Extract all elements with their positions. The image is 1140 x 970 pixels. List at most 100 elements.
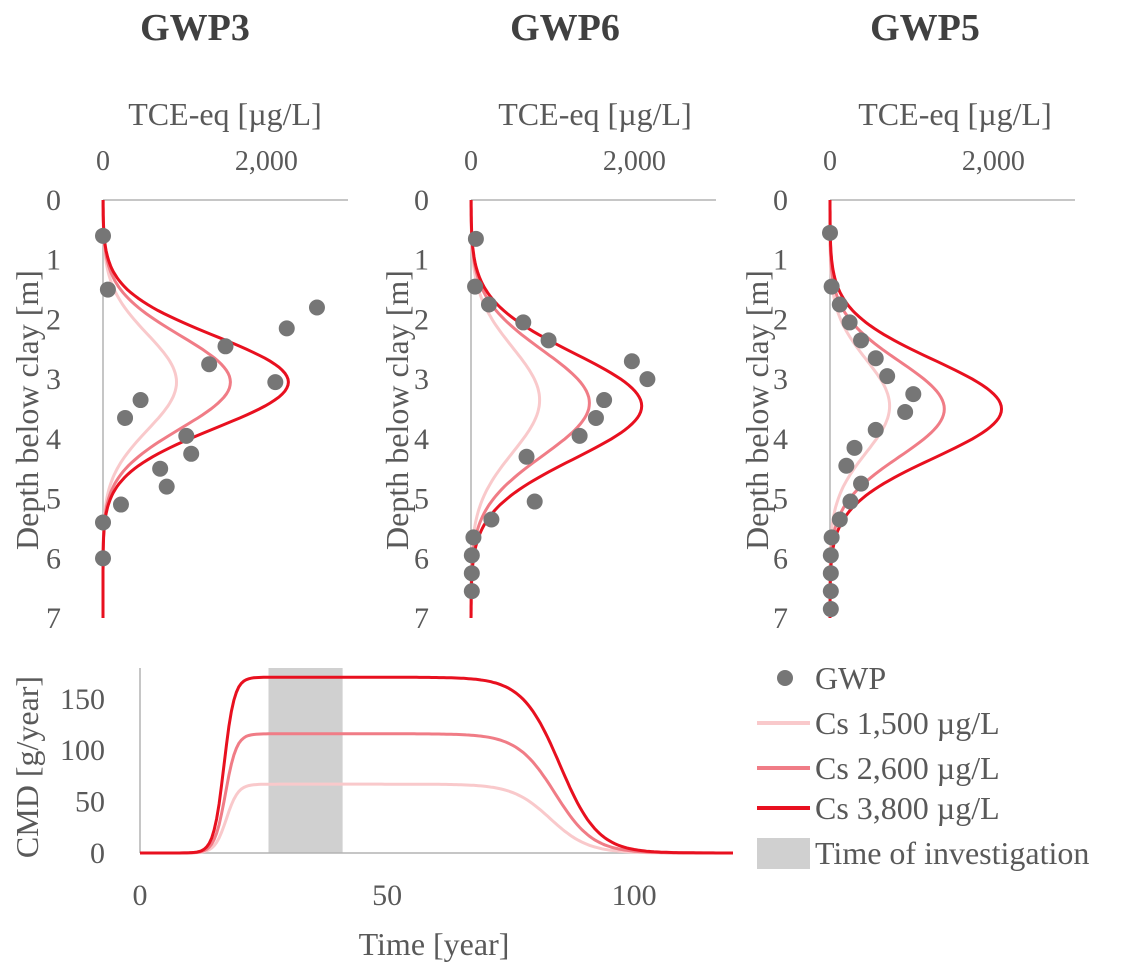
y-tick-label: 2 — [773, 303, 788, 336]
y-tick-label: 1 — [773, 244, 788, 277]
series-line-cs1500 — [101, 200, 179, 618]
data-point-gwp — [308, 299, 325, 316]
x-tick-label: 50 — [372, 879, 402, 912]
x-tick-label: 0 — [464, 146, 478, 177]
series-line-cs3800 — [828, 200, 1004, 618]
series-line-cs3800 — [140, 675, 733, 855]
data-point-gwp — [112, 496, 129, 513]
data-point-gwp — [518, 448, 535, 465]
data-point-gwp — [95, 514, 111, 531]
data-point-gwp — [132, 392, 149, 409]
data-point-gwp — [467, 230, 484, 247]
data-point-gwp — [853, 332, 870, 349]
y-tick-label: 100 — [60, 734, 105, 767]
y-tick-label: 0 — [90, 837, 105, 870]
data-point-gwp — [897, 403, 914, 420]
data-point-gwp — [623, 353, 640, 370]
data-point-gwp — [846, 439, 863, 456]
data-point-gwp — [842, 493, 859, 510]
data-point-gwp — [99, 281, 116, 298]
data-point-gwp — [596, 392, 613, 409]
x-tick-label: 0 — [133, 879, 148, 912]
data-point-gwp — [822, 601, 839, 618]
data-point-gwp — [831, 511, 848, 528]
data-point-gwp — [822, 547, 839, 564]
y-tick-label: 3 — [414, 363, 429, 396]
investigation-window — [268, 668, 343, 853]
data-point-gwp — [905, 386, 922, 403]
data-point-gwp — [158, 478, 175, 495]
x-tick-label: 2,000 — [962, 146, 1025, 177]
y-axis-label-cmd: CMD [g/year] — [9, 676, 45, 858]
data-point-gwp — [152, 460, 169, 477]
y-axis-label-gwp6: Depth below clay [m] — [379, 270, 415, 550]
data-point-gwp — [463, 547, 480, 564]
y-tick-label: 6 — [773, 542, 788, 575]
x-axis-label-gwp6: TCE-eq [µg/L] — [498, 96, 691, 132]
legend-label-cs2600: Cs 2,600 µg/L — [815, 750, 1000, 786]
data-point-gwp — [95, 227, 111, 244]
x-tick-label: 100 — [612, 879, 657, 912]
data-point-gwp — [639, 371, 656, 388]
legend-label-gwp: GWP — [815, 660, 886, 696]
data-point-gwp — [515, 314, 532, 331]
data-point-gwp — [823, 529, 840, 546]
x-axis-label-gwp5: TCE-eq [µg/L] — [858, 96, 1051, 132]
panel-title-gwp6: GWP6 — [510, 7, 620, 49]
data-point-gwp — [822, 583, 839, 600]
x-axis-label-gwp3: TCE-eq [µg/L] — [128, 96, 321, 132]
y-tick-label: 0 — [773, 184, 788, 217]
data-point-gwp — [278, 320, 295, 337]
data-point-gwp — [117, 409, 134, 426]
y-tick-label: 3 — [46, 363, 61, 396]
y-tick-label: 0 — [414, 184, 429, 217]
data-point-gwp — [467, 278, 484, 295]
y-tick-label: 7 — [414, 602, 429, 635]
data-point-gwp — [95, 550, 111, 567]
data-point-gwp — [465, 529, 482, 546]
y-tick-label: 5 — [773, 483, 788, 516]
series-line-cs2600 — [828, 200, 946, 618]
data-point-gwp — [587, 409, 604, 426]
data-point-gwp — [463, 565, 480, 582]
y-tick-label: 50 — [75, 786, 105, 819]
legend-marker-gwp — [777, 670, 793, 686]
data-point-gwp — [178, 427, 195, 444]
x-tick-label: 0 — [96, 146, 110, 177]
data-point-gwp — [463, 583, 480, 600]
data-point-gwp — [841, 314, 858, 331]
data-point-gwp — [831, 296, 848, 313]
y-tick-label: 7 — [773, 602, 788, 635]
y-axis-label-gwp3: Depth below clay [m] — [9, 270, 45, 550]
data-point-gwp — [267, 374, 284, 391]
data-point-gwp — [217, 338, 234, 355]
series-line-cs1500 — [140, 782, 733, 855]
y-tick-label: 2 — [414, 303, 429, 336]
y-axis-label-gwp5: Depth below clay [m] — [739, 270, 775, 550]
y-tick-label: 4 — [46, 423, 61, 456]
data-point-gwp — [867, 350, 884, 367]
y-tick-label: 1 — [46, 244, 61, 277]
panel-gwp3: 0 2,000 0 1 2 3 4 5 6 7 — [46, 146, 348, 635]
data-point-gwp — [480, 296, 497, 313]
series-line-cs2600 — [469, 200, 591, 618]
y-tick-label: 1 — [414, 244, 429, 277]
panel-gwp6: 0 2,000 0 1 2 3 4 5 6 7 — [414, 146, 716, 635]
legend: GWP Cs 1,500 µg/L Cs 2,600 µg/L Cs 3,800… — [757, 660, 1089, 871]
legend-label-cs1500: Cs 1,500 µg/L — [815, 705, 1000, 741]
y-tick-label: 0 — [46, 184, 61, 217]
data-point-gwp — [201, 356, 218, 373]
panel-gwp5: 0 2,000 0 1 2 3 4 5 6 7 — [773, 146, 1075, 635]
legend-label-cs3800: Cs 3,800 µg/L — [815, 790, 1000, 826]
x-tick-label: 2,000 — [235, 146, 298, 177]
x-tick-label: 2,000 — [603, 146, 666, 177]
y-tick-label: 150 — [60, 683, 105, 716]
x-tick-label: 0 — [823, 146, 837, 177]
plot-layer: 0 2,000 0 1 2 3 4 5 6 7 0 2,000 0 1 2 3 4 5 6 7 0 2,000 0 1 2 3 4 5… — [46, 146, 1075, 912]
data-point-gwp — [526, 493, 543, 510]
panel-title-gwp5: GWP5 — [870, 7, 980, 49]
panel-title-gwp3: GWP3 — [140, 7, 250, 49]
data-point-gwp — [183, 445, 200, 462]
data-point-gwp — [853, 475, 870, 492]
